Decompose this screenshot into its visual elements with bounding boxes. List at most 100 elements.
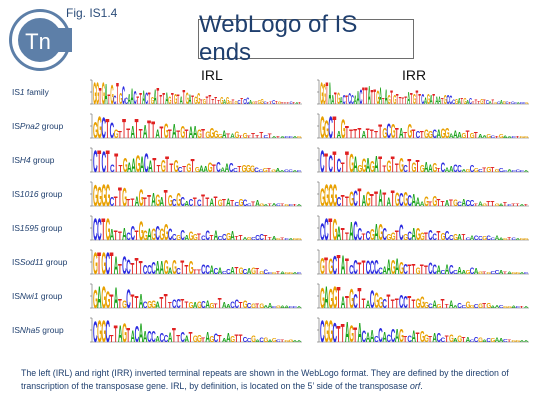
logo-letter: C xyxy=(514,102,518,105)
logo-letter: C xyxy=(474,304,479,309)
logo-letter: C xyxy=(143,300,148,311)
logo-letter: A xyxy=(226,196,231,208)
logo-letter: G xyxy=(272,272,277,275)
logo-letter: A xyxy=(385,86,388,108)
logo-letter: C xyxy=(222,232,227,242)
logo-letter: A xyxy=(114,282,119,312)
logo-letter: G xyxy=(482,203,487,207)
row-label: ISNwi1 group xyxy=(12,291,63,301)
logo-letter: C xyxy=(470,339,475,343)
logo-letter: C xyxy=(243,98,246,107)
logo-letter: G xyxy=(416,266,421,276)
logo-letter: T xyxy=(268,203,272,207)
logo-letter: C xyxy=(122,252,127,278)
logo-letter: G xyxy=(101,316,106,346)
logo-letter: A xyxy=(399,126,404,142)
logo-letter: C xyxy=(125,95,128,107)
logo-letter: G xyxy=(366,188,371,210)
logo-letter: C xyxy=(289,136,294,138)
logo-letter: C xyxy=(378,266,383,276)
logo-letter: G xyxy=(525,102,529,105)
logo-letter: C xyxy=(469,98,472,107)
logo-letter: T xyxy=(259,130,263,140)
logo-letter: C xyxy=(264,269,269,276)
logo-letter: T xyxy=(378,122,382,142)
logo-letter: C xyxy=(466,237,471,241)
row-label: IS1 family xyxy=(12,87,49,97)
logo-letter: G xyxy=(251,266,256,277)
logo-letter: T xyxy=(232,99,235,106)
logo-letter: T xyxy=(160,294,164,312)
logo-letter: T xyxy=(182,164,186,174)
column-header-irl: IRL xyxy=(201,67,223,83)
logo-letter: A xyxy=(457,130,462,140)
logo-letter: G xyxy=(119,92,122,108)
logo-letter: T xyxy=(130,261,134,278)
logo-letter: A xyxy=(209,196,214,208)
logo-letter: C xyxy=(491,271,495,276)
logo-letter: A xyxy=(203,164,208,174)
logo-letter: A xyxy=(507,271,512,275)
logo-letter: T xyxy=(382,189,386,210)
logo-letter: A xyxy=(293,170,298,173)
logo-letter: T xyxy=(176,332,180,344)
logo-letter: G xyxy=(499,134,504,140)
logo-letter: C xyxy=(197,198,202,208)
logo-letter: T xyxy=(466,128,470,140)
logo-letter: A xyxy=(337,224,342,244)
logo-letter: A xyxy=(218,266,223,277)
logo-letter: T xyxy=(172,326,176,346)
logo-letter: G xyxy=(189,230,194,242)
logo-letter: T xyxy=(341,320,345,346)
logo-letter: T xyxy=(105,115,109,142)
logo-letter: A xyxy=(387,256,392,278)
logo-letter: T xyxy=(276,270,280,275)
logo-letter: C xyxy=(491,135,496,139)
logo-letter: T xyxy=(239,332,243,344)
logo-letter: A xyxy=(220,167,225,174)
logo-letter: C xyxy=(453,270,458,276)
logo-letter: T xyxy=(280,203,285,207)
figure-label: Fig. IS1.4 xyxy=(66,6,118,20)
logo-letter: T xyxy=(114,320,118,346)
logo-letter: T xyxy=(183,87,186,108)
logo-letter: T xyxy=(152,154,156,176)
logo-letter: T xyxy=(391,297,395,311)
logo-letter: C xyxy=(416,128,421,140)
logo-letter: C xyxy=(453,162,458,174)
logo-letter: C xyxy=(382,298,387,312)
logo-letter: G xyxy=(122,319,127,346)
logo-letter: G xyxy=(251,303,256,310)
logo-letter: C xyxy=(259,337,264,344)
logo-letter: T xyxy=(151,116,155,142)
logo-letter: A xyxy=(118,320,123,346)
logo-letter: A xyxy=(97,282,102,312)
logo-letter: A xyxy=(374,152,379,176)
logo-letter: G xyxy=(293,238,298,241)
logo-letter: G xyxy=(387,232,392,242)
logo-letter: A xyxy=(524,340,529,342)
logo-letter: C xyxy=(495,270,500,275)
logo-letter: T xyxy=(366,126,370,142)
logo-letter: G xyxy=(444,93,447,108)
logo-letter: T xyxy=(477,100,480,105)
tn-logo: Tn xyxy=(9,9,72,71)
logo-letter: G xyxy=(420,293,425,312)
logo-letter: G xyxy=(432,162,437,176)
logo-letter: A xyxy=(122,224,127,244)
logo-letter: G xyxy=(378,293,383,311)
logo-letter: G xyxy=(151,95,154,107)
logo-letter: C xyxy=(151,258,156,278)
logo-letter: C xyxy=(247,303,252,310)
logo-letter: T xyxy=(180,258,184,278)
logo-letter: T xyxy=(371,87,374,108)
logo-letter: G xyxy=(242,162,247,174)
logo-letter: A xyxy=(395,325,400,346)
logo-letter: T xyxy=(474,130,478,140)
logo-letter: T xyxy=(118,128,122,140)
logo-letter: G xyxy=(263,168,268,173)
logo-letter: A xyxy=(382,264,387,276)
logo-letter: T xyxy=(101,214,105,244)
